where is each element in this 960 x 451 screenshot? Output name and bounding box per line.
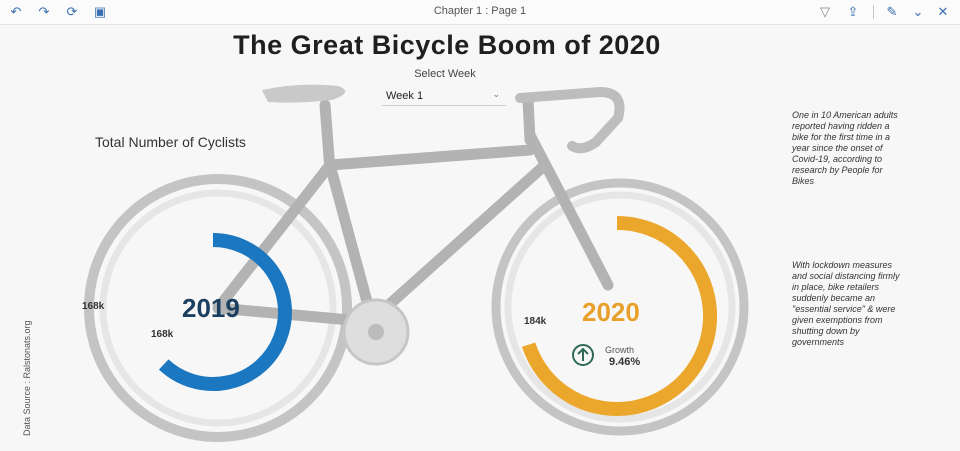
- toolbar-divider: [873, 5, 874, 19]
- year-2020: 2020: [582, 297, 640, 327]
- front-rim: [504, 191, 736, 423]
- edit-icon[interactable]: ✎: [886, 4, 898, 19]
- note-first-time-riders: One in 10 American adults reported havin…: [792, 110, 898, 186]
- share-icon[interactable]: ⇪: [847, 4, 859, 19]
- cyclists-subtitle: Total Number of Cyclists: [95, 134, 246, 150]
- bike-frame: [212, 94, 614, 328]
- crank-center: [368, 324, 384, 340]
- page-title: Chapter 1 : Page 1: [433, 5, 527, 17]
- rear-wheel: [84, 174, 352, 442]
- filter-icon[interactable]: ▽: [820, 4, 830, 19]
- close-icon[interactable]: ✕: [937, 4, 949, 19]
- value-label-2019: 168k: [151, 329, 174, 340]
- growth-icon: [572, 344, 594, 366]
- undo-icon[interactable]: ↶: [10, 4, 22, 19]
- rear-rim: [99, 189, 337, 427]
- donut-2019-arc: [158, 233, 292, 391]
- data-source: Data Source : Ralstonats.org: [22, 320, 32, 436]
- outer-value-2019: 168k: [82, 301, 105, 312]
- toolbar: ↶ ↷ ⟳ ▣ Chapter 1 : Page 1 ▽ ⇪ ✎ ⌄ ✕: [0, 0, 960, 25]
- handlebar: [515, 86, 625, 154]
- pause-icon[interactable]: ▣: [93, 4, 107, 19]
- year-2019: 2019: [182, 293, 240, 323]
- collapse-icon[interactable]: ⌄: [912, 4, 924, 19]
- week-select[interactable]: Week 1 ⌄: [382, 85, 506, 106]
- value-label-2020: 184k: [524, 316, 547, 327]
- dashboard-title: The Great Bicycle Boom of 2020: [233, 30, 661, 60]
- growth-value: 9.46%: [609, 356, 641, 368]
- chevron-down-icon: ⌄: [492, 89, 500, 99]
- note-essential-service: With lockdown measures and social distan…: [792, 260, 900, 347]
- select-week-label: Select Week: [414, 68, 476, 80]
- refresh-icon[interactable]: ⟳: [66, 4, 78, 19]
- front-wheel: [491, 178, 749, 436]
- donut-2020-arc: [521, 216, 718, 416]
- growth-label: Growth: [605, 345, 635, 355]
- bike-seat: [262, 84, 346, 103]
- redo-icon[interactable]: ↷: [38, 4, 50, 19]
- week-select-value: Week 1: [386, 90, 424, 102]
